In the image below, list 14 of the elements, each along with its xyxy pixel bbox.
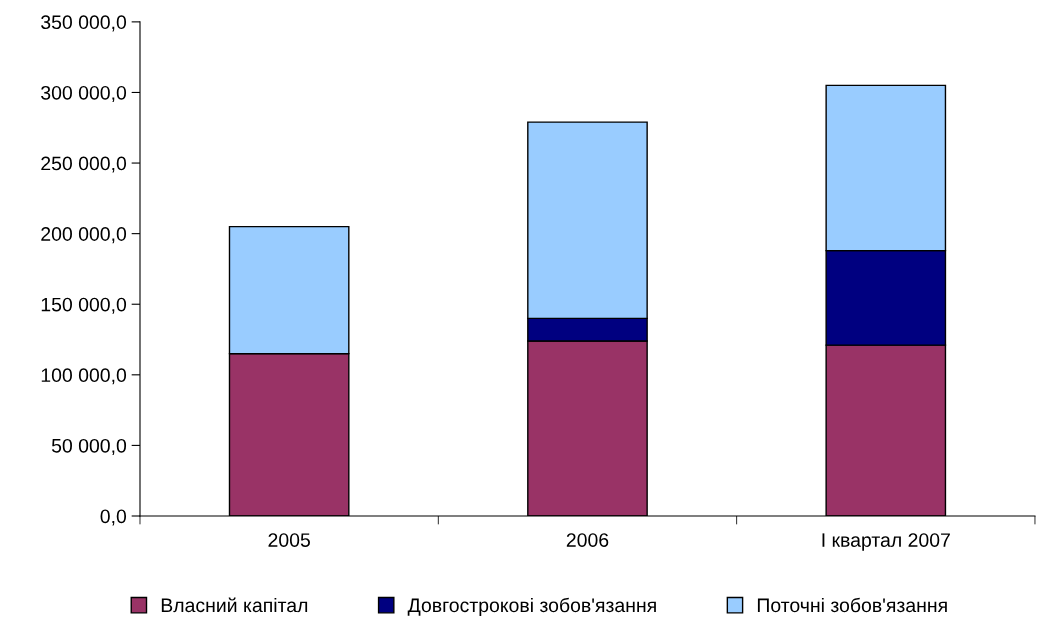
x-tick-label: 2005 bbox=[268, 533, 310, 547]
y-tick-label: 150 000,0 bbox=[41, 297, 127, 314]
y-tick-label: 100 000,0 bbox=[41, 368, 127, 385]
legend-label: Власний капітал bbox=[161, 597, 308, 613]
legend-label: Довгострокові зобов'язання bbox=[407, 597, 656, 617]
legend-label: Поточні зобов'язання bbox=[757, 597, 947, 613]
y-tick-label: 200 000,0 bbox=[41, 227, 127, 244]
y-tick-label: 250 000,0 bbox=[41, 156, 127, 173]
y-tick-label: 350 000,0 bbox=[41, 15, 127, 32]
y-tick-label: 50 000,0 bbox=[51, 438, 127, 455]
y-tick-label: 300 000,0 bbox=[41, 85, 127, 102]
y-tick-label: 0,0 bbox=[100, 509, 127, 526]
x-tick-label: I квартал 2007 bbox=[822, 533, 950, 551]
x-tick-label: 2006 bbox=[566, 533, 609, 547]
